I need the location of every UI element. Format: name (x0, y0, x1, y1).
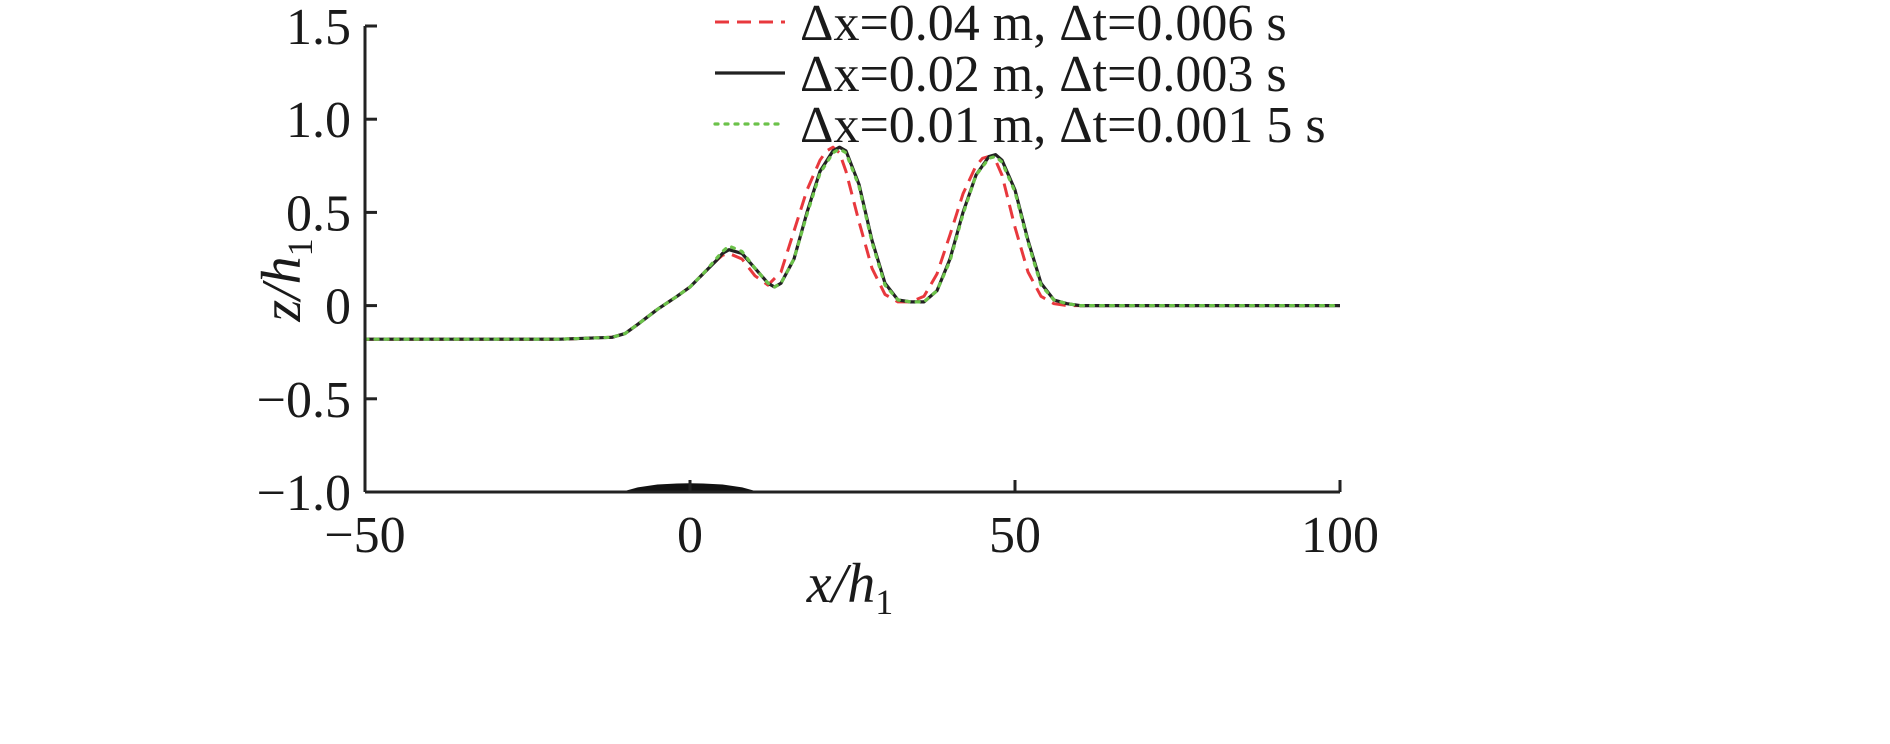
y-tick-label: 0.5 (286, 185, 351, 242)
x-axis-label-subscript: 1 (875, 582, 893, 622)
x-axis-label-base: x/h (806, 553, 875, 615)
y-axis-label: z/h1 (251, 238, 320, 322)
x-axis-label: x/h1 (806, 553, 893, 622)
y-tick-label: 1.5 (286, 0, 351, 56)
series-layer (363, 145, 1342, 341)
legend-label-1: Δx=0.04 m, Δt=0.006 s (800, 0, 1287, 52)
legend-label-2: Δx=0.02 m, Δt=0.003 s (800, 46, 1287, 103)
y-tick-label: 0 (325, 279, 351, 336)
x-tick-label: 100 (1301, 507, 1379, 564)
y-axis-label-base: z/h (251, 256, 313, 322)
svg-text:z/h1: z/h1 (251, 238, 320, 322)
ticks-layer: 1.5 1.0 0.5 0 −0.5 −1.0−50 0 50 100 (257, 0, 1379, 564)
legend: Δx=0.04 m, Δt=0.006 sΔx=0.02 m, Δt=0.003… (713, 0, 1326, 154)
series-line-3 (363, 147, 1342, 341)
svg-text:x/h1: x/h1 (806, 553, 893, 622)
y-axis-label-subscript: 1 (280, 238, 320, 256)
y-tick-label: −1.0 (257, 465, 351, 522)
x-tick-label: 0 (677, 507, 703, 564)
legend-label-3: Δx=0.01 m, Δt=0.001 5 s (800, 97, 1326, 154)
y-tick-label: −0.5 (257, 372, 351, 429)
x-tick-label: −50 (324, 507, 405, 564)
series-line-2 (365, 145, 1340, 341)
x-tick-label: 50 (989, 507, 1041, 564)
series-line-1 (365, 145, 1340, 341)
y-tick-label: 1.0 (286, 92, 351, 149)
